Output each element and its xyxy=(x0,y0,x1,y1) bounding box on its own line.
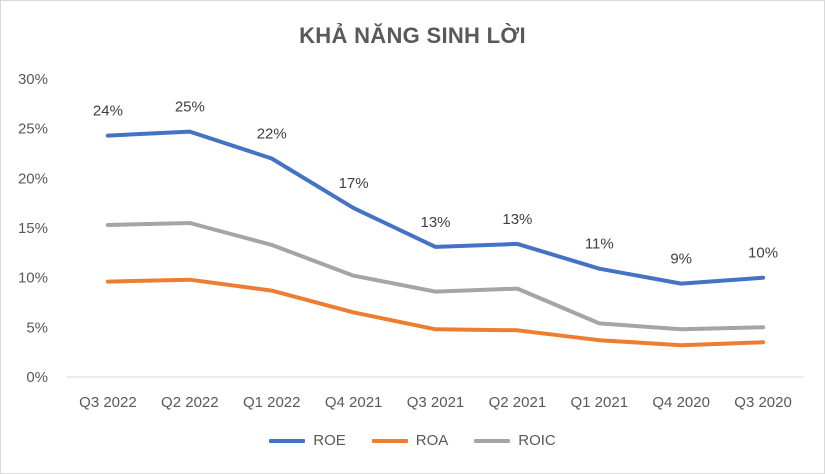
legend-label-roa: ROA xyxy=(415,432,449,449)
y-tick-label: 15% xyxy=(18,220,48,237)
series-line-roa xyxy=(105,277,766,348)
data-label-roe: 11% xyxy=(585,236,614,253)
series-line-roe xyxy=(105,129,766,286)
data-label-roe: 13% xyxy=(420,214,450,231)
legend-label-roic: ROIC xyxy=(518,432,556,449)
x-tick-label: Q1 2021 xyxy=(571,394,629,411)
data-label-roe: 9% xyxy=(670,251,692,268)
x-tick-label: Q3 2021 xyxy=(407,394,465,411)
x-tick-label: Q4 2021 xyxy=(325,394,383,411)
data-label-roe: 24% xyxy=(93,103,123,120)
x-tick-label: Q2 2022 xyxy=(161,394,219,411)
legend-item-roe: ROE xyxy=(269,432,346,449)
legend-swatch-roic xyxy=(474,438,511,443)
series-line-roic xyxy=(105,221,766,332)
y-tick-label: 20% xyxy=(18,170,48,187)
legend: ROE ROA ROIC xyxy=(1,432,824,449)
y-tick-label: 5% xyxy=(26,319,48,336)
data-label-roe: 10% xyxy=(748,245,778,262)
y-tick-label: 30% xyxy=(18,71,48,88)
legend-swatch-roa xyxy=(371,438,408,443)
legend-item-roa: ROA xyxy=(371,432,449,449)
data-label-roe: 13% xyxy=(502,211,532,228)
x-tick-label: Q2 2021 xyxy=(489,394,547,411)
legend-label-roe: ROE xyxy=(313,432,346,449)
y-tick-label: 25% xyxy=(18,121,48,138)
y-tick-label: 10% xyxy=(18,270,48,287)
x-tick-label: Q3 2022 xyxy=(79,394,137,411)
x-tick-label: Q4 2020 xyxy=(652,394,710,411)
data-label-roe: 22% xyxy=(257,125,287,142)
y-tick-label: 0% xyxy=(26,369,48,386)
legend-swatch-roe xyxy=(269,438,306,443)
chart-title: KHẢ NĂNG SINH LỜI xyxy=(299,23,526,48)
x-tick-label: Q3 2020 xyxy=(734,394,792,411)
legend-item-roic: ROIC xyxy=(474,432,556,449)
data-label-roe: 17% xyxy=(339,175,369,192)
data-label-roe: 25% xyxy=(175,99,205,116)
plot-area: 0% 5% 10% 15% 20% 25% 30% Q3 2022 Q2 2022 Q1 2022… xyxy=(18,71,804,411)
x-tick-label: Q1 2022 xyxy=(243,394,301,411)
